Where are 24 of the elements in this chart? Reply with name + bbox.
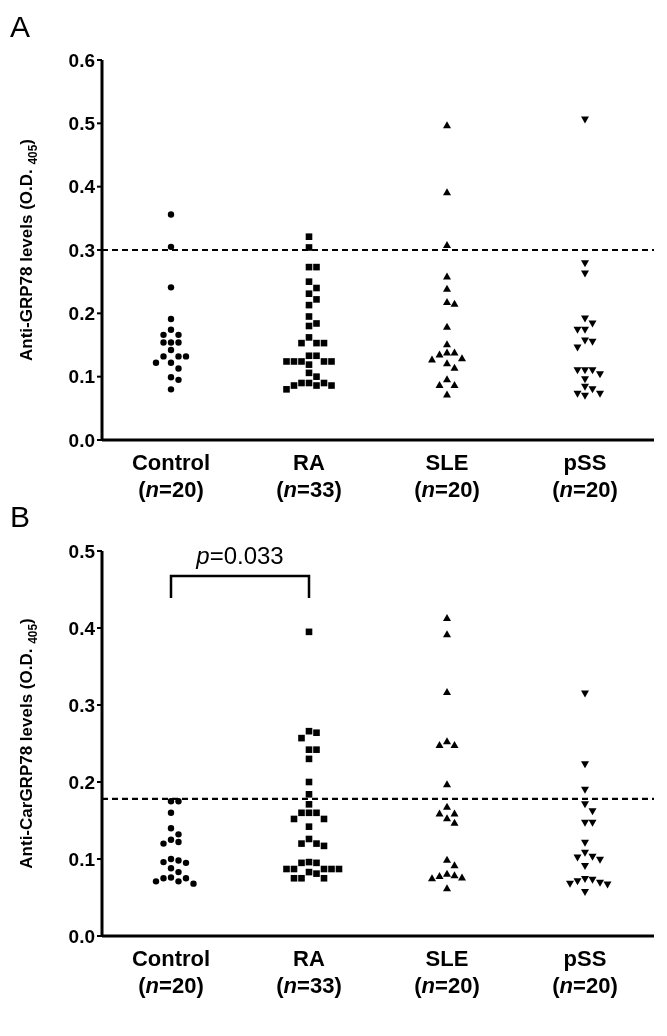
x-tick-label: Control (n=20) (131, 946, 211, 998)
x-tick-label: pSS (n=20) (552, 946, 618, 998)
y-tick-label: 0.4 (68, 617, 96, 639)
annotation: p=0.033 (194, 542, 285, 570)
x-tick-label: RA (n=33) (276, 450, 342, 502)
y-tick-label: 0.1 (68, 366, 96, 388)
y-tick-label: 0.2 (68, 771, 95, 793)
y-tick-label: 0.1 (68, 848, 96, 870)
y-tick-label: 0.5 (68, 113, 96, 135)
y-tick-label: 0.0 (68, 925, 95, 947)
x-tick-label: SLE (n=20) (414, 450, 480, 502)
x-tick-label: Control (n=20) (131, 450, 211, 502)
chart-title: A (10, 10, 31, 44)
y-tick-label: 0.3 (68, 694, 95, 716)
y-tick-label: 0.3 (68, 239, 95, 261)
x-tick-label: RA (n=33) (276, 946, 342, 998)
y-tick-label: 0.0 (68, 429, 95, 451)
y-tick-label: 0.4 (68, 176, 96, 198)
y-tick-label: 0.5 (68, 540, 96, 562)
x-tick-label: SLE (n=20) (414, 946, 480, 998)
x-tick-label: pSS (n=20) (552, 450, 618, 502)
y-tick-label: 0.6 (68, 49, 95, 71)
chart-title: B (10, 500, 31, 534)
y-tick-label: 0.2 (68, 303, 95, 325)
